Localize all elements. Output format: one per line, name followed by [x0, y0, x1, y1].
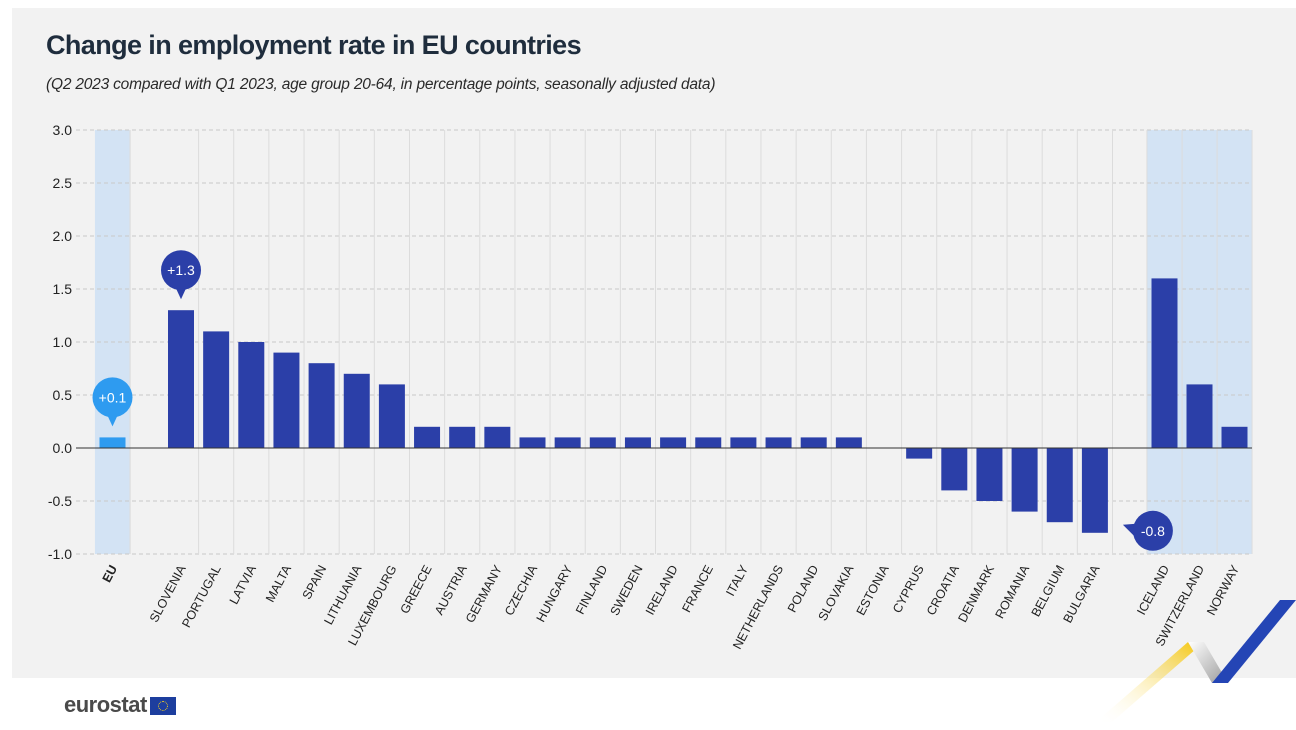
bar-czechia — [519, 437, 546, 448]
x-tick-label: BELGIUM — [1029, 563, 1068, 619]
callout-label: +1.3 — [167, 262, 195, 278]
bar-romania — [1011, 448, 1038, 512]
x-tick-label: CYPRUS — [890, 563, 927, 616]
bar-latvia — [238, 342, 265, 448]
bar-finland — [589, 437, 616, 448]
x-tick-label: GREECE — [398, 563, 435, 616]
y-tick-label: 3.0 — [53, 122, 73, 138]
bar-italy — [730, 437, 757, 448]
logo-text: eurostat — [64, 692, 147, 717]
x-tick-label: SPAIN — [300, 563, 330, 602]
bar-iceland — [1151, 278, 1178, 448]
eurostat-logo: eurostat — [64, 692, 176, 718]
decorative-chevron-icon — [1096, 600, 1296, 722]
bar-croatia — [941, 448, 968, 491]
x-tick-label: SWEDEN — [607, 563, 645, 618]
bar-bulgaria — [1081, 448, 1108, 533]
bar-ireland — [660, 437, 687, 448]
bar-malta — [273, 352, 300, 448]
bar-cyprus — [906, 448, 933, 459]
bar-slovenia — [168, 310, 194, 448]
x-tick-label: IRELAND — [643, 563, 681, 617]
bar-sweden — [624, 437, 651, 448]
x-tick-label: ITALY — [723, 562, 751, 598]
x-tick-label: FINLAND — [573, 563, 610, 617]
callout-bubble — [92, 377, 133, 418]
y-tick-label: 1.5 — [53, 281, 73, 297]
callout-label: +0.1 — [99, 389, 127, 405]
x-tick-label: EU — [100, 563, 121, 585]
bar-greece — [414, 426, 441, 448]
x-tick-label: CROATIA — [924, 562, 962, 617]
y-tick-label: -0.5 — [48, 493, 72, 509]
bar-austria — [449, 426, 476, 448]
callout-bubble — [1132, 510, 1173, 551]
x-tick-label: MALTA — [263, 562, 294, 604]
x-tick-label: GERMANY — [463, 562, 505, 625]
y-tick-label: -1.0 — [48, 546, 72, 562]
bar-belgium — [1046, 448, 1073, 523]
x-tick-label: CZECHIA — [502, 562, 540, 618]
y-tick-label: 0.5 — [53, 387, 73, 403]
y-tick-label: 0.0 — [53, 440, 73, 456]
bar-germany — [484, 426, 511, 448]
x-tick-label: FRANCE — [679, 563, 715, 615]
bar-switzerland — [1186, 384, 1213, 448]
bar-poland — [800, 437, 827, 448]
bar-eu — [99, 437, 126, 448]
x-tick-label: HUNGARY — [534, 562, 576, 624]
x-tick-label: ESTONIA — [854, 562, 892, 617]
bar-lithuania — [343, 373, 370, 448]
chart-title: Change in employment rate in EU countrie… — [46, 30, 582, 60]
bar-norway — [1221, 426, 1248, 448]
y-tick-label: 2.0 — [53, 228, 73, 244]
bar-france — [695, 437, 722, 448]
bar-portugal — [203, 331, 230, 448]
bar-hungary — [554, 437, 581, 448]
y-tick-label: 2.5 — [53, 175, 73, 191]
x-tick-label: LATVIA — [227, 562, 259, 606]
bar-slovakia — [835, 437, 862, 448]
bar-spain — [308, 363, 335, 448]
x-tick-label: DENMARK — [955, 562, 997, 624]
y-tick-label: 1.0 — [53, 334, 73, 350]
bar-netherlands — [765, 437, 792, 448]
callout-pointer — [1122, 523, 1136, 538]
bar-denmark — [976, 448, 1003, 501]
x-tick-label: SLOVAKIA — [816, 562, 857, 623]
x-tick-label: POLAND — [785, 563, 821, 615]
bar-luxembourg — [378, 384, 405, 448]
chart-subtitle: (Q2 2023 compared with Q1 2023, age grou… — [46, 76, 716, 93]
x-tick-label: ROMANIA — [992, 562, 1032, 621]
callout-label: -0.8 — [1141, 523, 1165, 539]
callout-bubble — [161, 250, 201, 291]
x-tick-label: AUSTRIA — [432, 562, 470, 617]
eu-flag-icon — [149, 697, 176, 715]
